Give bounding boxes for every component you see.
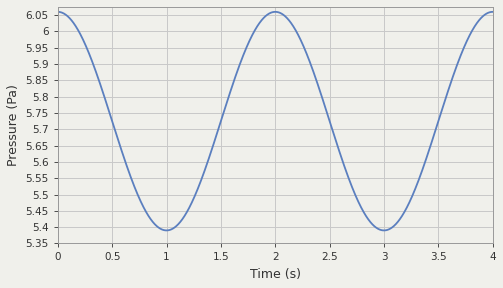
X-axis label: Time (s): Time (s) xyxy=(250,268,301,281)
Y-axis label: Pressure (Pa): Pressure (Pa) xyxy=(7,84,20,166)
